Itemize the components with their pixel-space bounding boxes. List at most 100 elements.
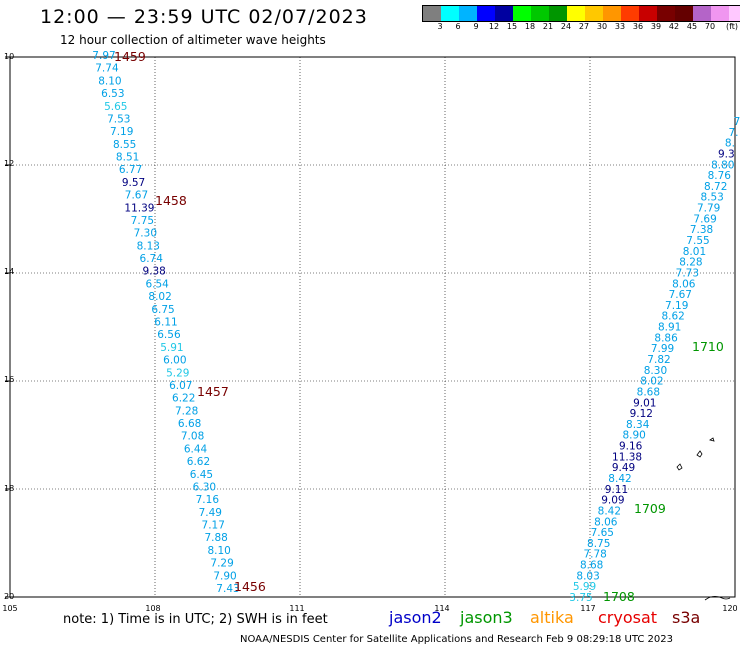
- swh-value: 7.43: [216, 583, 239, 595]
- swh-value: 8.10: [207, 545, 230, 557]
- swh-value: 8.03: [576, 570, 599, 582]
- color-swatch: [531, 6, 549, 21]
- swh-value: 7.82: [647, 354, 670, 366]
- swh-value: 8.28: [679, 257, 702, 269]
- color-scale-label: 30: [596, 22, 608, 31]
- island-outline: [696, 450, 703, 458]
- legend-jason3: jason3: [460, 608, 513, 627]
- swh-value: 7.73: [676, 267, 699, 279]
- swh-value: 9.09: [601, 495, 624, 507]
- swh-value: 8.72: [704, 181, 727, 193]
- lat-label-16: 16: [4, 375, 15, 384]
- swh-value: 6.44: [184, 443, 208, 455]
- color-swatch: [639, 6, 657, 21]
- color-swatch: [567, 6, 585, 21]
- swh-value: 8.62: [661, 311, 684, 323]
- color-swatch: [711, 6, 729, 21]
- legend-cryosat: cryosat: [598, 608, 658, 627]
- color-scale-label: 45: [686, 22, 698, 31]
- lon-label-114: 114: [434, 604, 450, 613]
- page-subtitle: 12 hour collection of altimeter wave hei…: [60, 33, 326, 47]
- swh-value: 7.16: [196, 494, 220, 506]
- color-scale-label: 21: [542, 22, 554, 31]
- swh-value: 7.38: [690, 224, 713, 236]
- color-scale-label: 12: [488, 22, 500, 31]
- color-swatch: [477, 6, 495, 21]
- swh-value: 8.80: [711, 159, 734, 171]
- legend-s3a: s3a: [672, 608, 701, 627]
- swh-value: 5.29: [166, 367, 189, 379]
- swh-value: 8.34: [626, 419, 650, 431]
- swh-value: 5.65: [104, 101, 127, 113]
- swh-value: 8.13: [137, 240, 160, 252]
- swh-value: 9.49: [612, 462, 635, 474]
- coastline-segment: [704, 596, 731, 601]
- color-swatch: [675, 6, 693, 21]
- color-scale-label: 42: [668, 22, 680, 31]
- swh-value: 7.17: [202, 520, 225, 532]
- swh-value: 6.22: [172, 393, 195, 405]
- swh-value: 6.77: [119, 164, 142, 176]
- color-scale-label: 18: [524, 22, 536, 31]
- swh-value: 6.54: [145, 278, 169, 290]
- pass-time-label: 1709: [634, 501, 666, 516]
- legend-altika: altika: [530, 608, 574, 627]
- swh-value: 7.08: [181, 431, 204, 443]
- swh-value: 9.01: [633, 397, 656, 409]
- swh-value: 9.11: [605, 484, 628, 496]
- color-swatch: [423, 6, 441, 21]
- units-note: note: 1) Time is in UTC; 2) SWH is in fe…: [63, 612, 328, 627]
- swh-value: 7.75: [131, 215, 154, 227]
- swh-value: 6.11: [154, 317, 177, 329]
- swh-value: 8.42: [608, 473, 631, 485]
- swh-value: 5.99: [573, 581, 596, 593]
- swh-value: 7.97: [92, 50, 115, 62]
- swh-value: 7.53: [107, 113, 130, 125]
- swh-value: 7.99: [651, 343, 674, 355]
- track-east: 3.755.998.038.687.788.757.658.068.429.09…: [569, 116, 740, 604]
- swh-value: 6.30: [193, 481, 216, 493]
- swh-value: 6.74: [140, 253, 164, 265]
- swh-value: 11.39: [124, 202, 154, 214]
- color-scale-label: 36: [632, 22, 644, 31]
- swh-value: 7.: [728, 127, 738, 139]
- swh-value: 8.06: [672, 278, 696, 290]
- color-swatch: [657, 6, 675, 21]
- swh-value: 8.55: [113, 139, 136, 151]
- swh-value: 8.76: [708, 170, 732, 182]
- swh-value: 9.16: [619, 441, 643, 453]
- swh-value: 11.38: [612, 451, 642, 463]
- color-scale-label: 70: [704, 22, 716, 31]
- swh-value: 8.53: [700, 192, 723, 204]
- swh-value: 6.56: [157, 329, 181, 341]
- legend-jason2: jason2: [389, 608, 442, 627]
- island-outline: [676, 463, 683, 471]
- swh-value: 6.53: [101, 88, 124, 100]
- swh-value: 7.65: [591, 527, 614, 539]
- color-scale-label: (ft): [725, 22, 739, 31]
- swh-value: 9.12: [630, 408, 653, 420]
- lat-label-18: 18: [4, 484, 15, 493]
- island-outline: [709, 437, 715, 442]
- lat-label-14: 14: [4, 267, 15, 276]
- swh-value: 7.88: [204, 532, 227, 544]
- swh-value: 6.00: [163, 355, 186, 367]
- color-swatch: [621, 6, 639, 21]
- color-swatch: [441, 6, 459, 21]
- color-swatch: [693, 6, 711, 21]
- swh-value: 8.30: [644, 365, 667, 377]
- swh-value: 7.78: [583, 549, 606, 561]
- track-west: 7.977.748.106.535.657.537.198.558.516.77…: [92, 50, 239, 595]
- swh-value: 9.38: [142, 266, 165, 278]
- color-swatch: [603, 6, 621, 21]
- color-scale-label: 39: [650, 22, 662, 31]
- swh-value: 9.57: [122, 177, 145, 189]
- swh-value: 8.06: [594, 516, 618, 528]
- swh-value: 6.07: [169, 380, 192, 392]
- swh-value: 7.19: [110, 126, 133, 138]
- lon-label-117: 117: [580, 604, 596, 613]
- swh-value: 7.79: [697, 203, 720, 215]
- swh-value: 8.86: [654, 332, 678, 344]
- swh-value: 7.90: [213, 570, 236, 582]
